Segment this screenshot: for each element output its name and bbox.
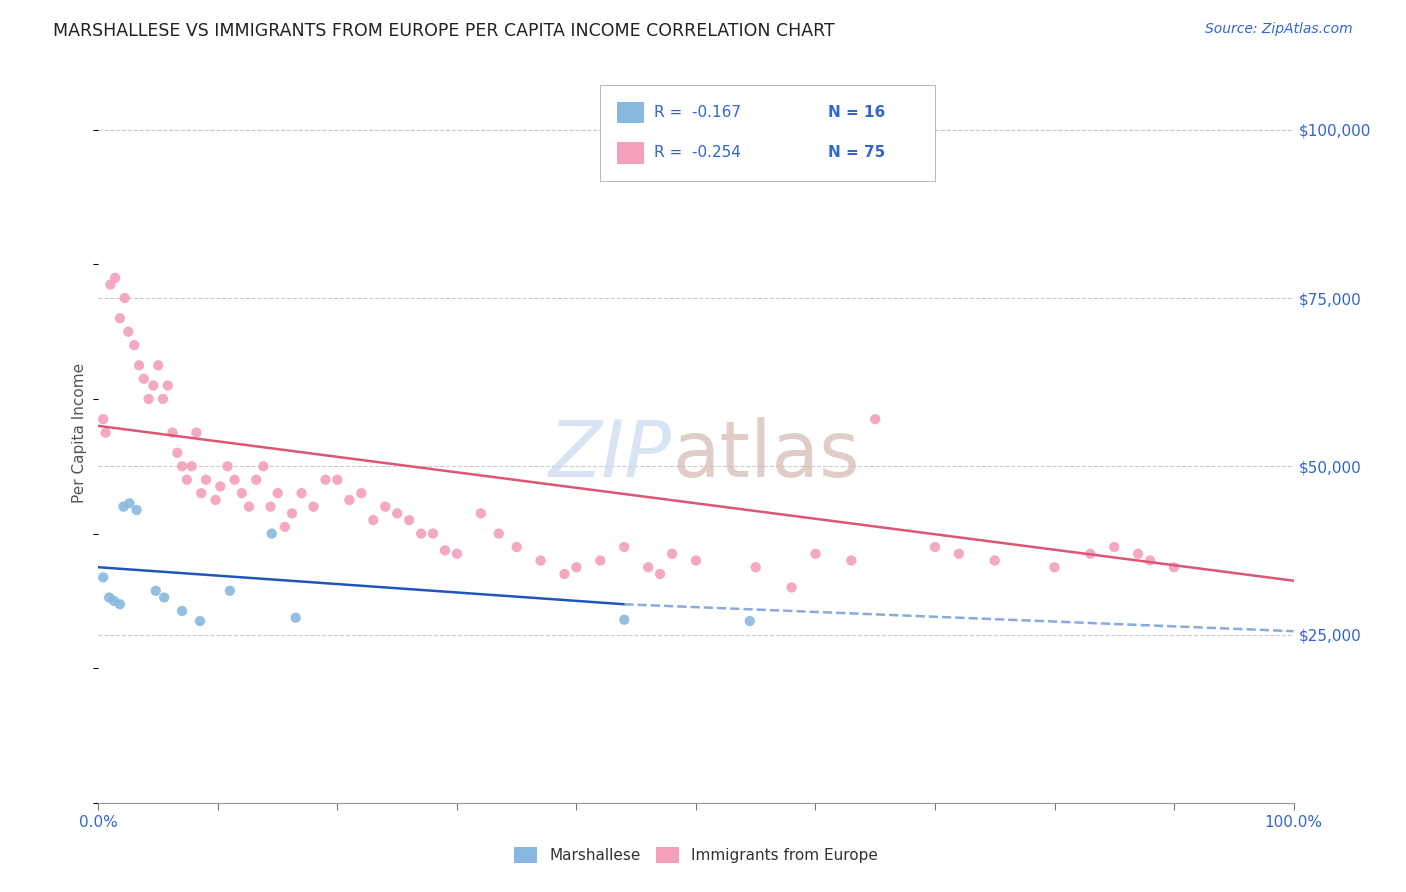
Point (363, 513, 385, 527)
Point (350, 486, 373, 500)
Point (124, 338, 146, 352)
Point (132, 372, 155, 386)
Point (162, 425, 184, 440)
Point (190, 486, 212, 500)
Point (231, 486, 253, 500)
Point (204, 492, 226, 507)
Point (841, 553, 863, 567)
Text: ZIP: ZIP (550, 417, 672, 493)
Point (984, 553, 1007, 567)
Point (180, 459, 202, 474)
Point (446, 547, 468, 561)
Point (291, 486, 314, 500)
Point (554, 566, 576, 581)
Point (865, 412, 887, 426)
Point (385, 507, 409, 521)
Point (613, 613, 636, 627)
Point (145, 583, 167, 598)
Point (172, 604, 194, 618)
Point (434, 543, 457, 558)
Point (260, 526, 283, 541)
Point (118, 496, 141, 510)
Point (302, 500, 325, 514)
Point (91, 412, 114, 426)
Point (661, 547, 683, 561)
Point (217, 459, 239, 474)
Point (745, 560, 768, 574)
Point (188, 614, 211, 628)
Point (315, 473, 337, 487)
Point (1104, 540, 1126, 554)
Point (156, 378, 179, 392)
Point (172, 459, 194, 474)
Point (209, 479, 232, 493)
Point (94, 425, 117, 440)
Point (91, 570, 114, 584)
Point (1163, 560, 1185, 574)
Text: atlas: atlas (672, 417, 859, 493)
Point (104, 270, 127, 285)
Point (284, 610, 307, 624)
Point (1139, 553, 1161, 567)
Point (470, 507, 492, 521)
Point (637, 560, 659, 574)
Point (224, 473, 246, 487)
Point (804, 547, 827, 561)
Point (252, 459, 274, 474)
Point (125, 503, 148, 517)
Point (108, 597, 131, 611)
Point (589, 553, 612, 567)
Text: Source: ZipAtlas.com: Source: ZipAtlas.com (1205, 22, 1353, 37)
Point (142, 378, 165, 392)
Point (148, 359, 170, 373)
Point (117, 325, 139, 339)
Point (1128, 547, 1150, 561)
Point (326, 473, 349, 487)
Point (186, 425, 208, 440)
Point (738, 614, 761, 628)
Point (166, 446, 188, 460)
Point (685, 553, 707, 567)
Point (1080, 547, 1102, 561)
Point (219, 583, 242, 598)
Point (411, 526, 433, 541)
Point (924, 540, 946, 554)
Point (398, 513, 420, 527)
Point (780, 581, 803, 595)
Point (176, 473, 198, 487)
Point (259, 500, 281, 514)
Point (152, 392, 174, 406)
Point (488, 526, 510, 541)
Point (948, 547, 970, 561)
Point (138, 392, 160, 406)
Point (374, 500, 396, 514)
Point (112, 500, 135, 514)
Point (98, 591, 121, 605)
Point (281, 507, 304, 521)
Point (128, 359, 150, 373)
Point (153, 591, 176, 605)
Point (650, 566, 672, 581)
Point (422, 526, 444, 541)
Point (245, 473, 267, 487)
Point (238, 500, 260, 514)
Text: MARSHALLESE VS IMMIGRANTS FROM EUROPE PER CAPITA INCOME CORRELATION CHART: MARSHALLESE VS IMMIGRANTS FROM EUROPE PE… (53, 22, 835, 40)
Point (195, 473, 218, 487)
Point (506, 540, 529, 554)
Point (103, 594, 125, 608)
Point (108, 311, 131, 326)
Point (1043, 560, 1066, 574)
Point (98, 277, 122, 292)
Point (565, 560, 588, 574)
Point (267, 486, 290, 500)
Point (339, 492, 361, 507)
Point (274, 520, 297, 534)
Point (613, 540, 636, 554)
Point (114, 291, 136, 305)
Y-axis label: Per Capita Income: Per Capita Income (72, 362, 87, 503)
Legend: Marshallese, Immigrants from Europe: Marshallese, Immigrants from Europe (508, 841, 884, 869)
Point (530, 553, 553, 567)
